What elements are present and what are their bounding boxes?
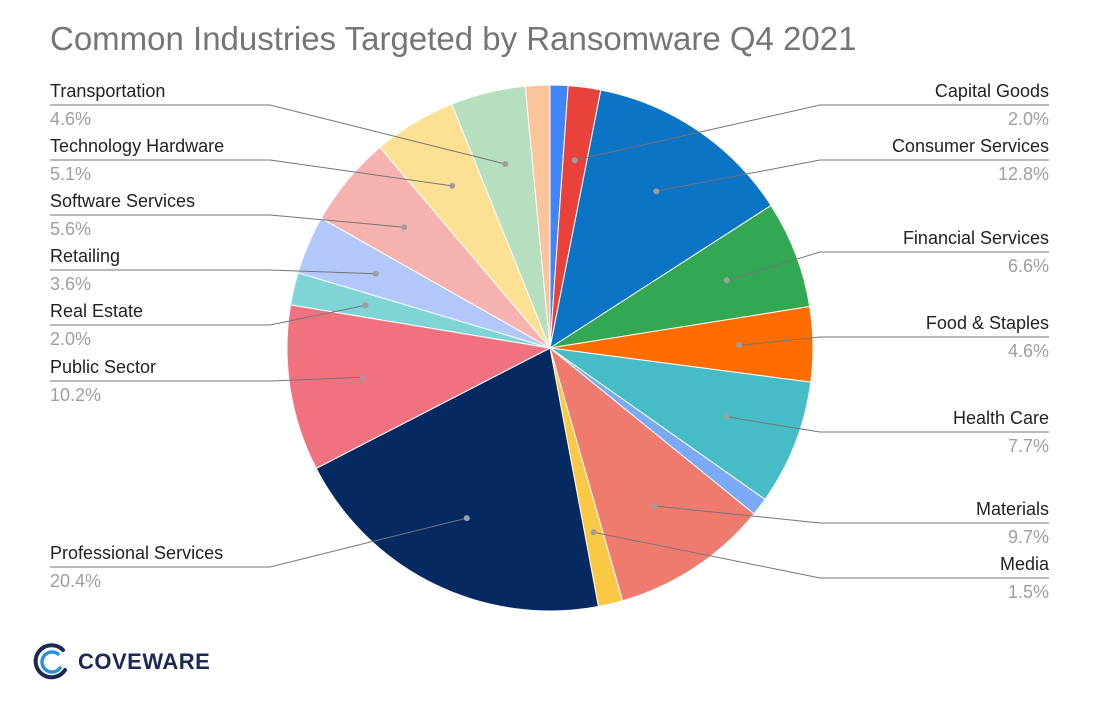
label-real-estate: Real Estate <box>50 301 143 321</box>
leader-dot-transportation <box>502 161 509 167</box>
value-health-care: 7.7% <box>1008 436 1049 456</box>
chart-title: Common Industries Targeted by Ransomware… <box>50 20 857 57</box>
slice-labels: Capital Goods 2.0% Consumer Services 12.8% F… <box>50 81 1050 602</box>
coveware-logo: COVEWARE <box>32 642 210 682</box>
value-transportation: 4.6% <box>50 109 91 129</box>
leader-line-media <box>593 531 1049 579</box>
value-software-services: 5.6% <box>50 219 91 239</box>
label-consumer-services: Consumer Services <box>892 136 1049 156</box>
leader-dot-software-services <box>401 224 408 231</box>
value-professional-services: 20.4% <box>50 571 101 591</box>
leader-line-capital-goods <box>574 104 1049 161</box>
pie-slice-consumer-services <box>549 89 772 350</box>
pie-slice-financial-services <box>549 204 811 349</box>
leader-dot-health-care <box>723 413 730 420</box>
label-materials: Materials <box>976 499 1049 519</box>
pie-slice-public-sector <box>286 304 552 470</box>
label-health-care: Health Care <box>953 408 1049 428</box>
label-transportation: Transportation <box>50 81 165 101</box>
label-professional-services: Professional Services <box>50 543 223 563</box>
pie-slice-professional-services <box>315 347 600 612</box>
pie-slices <box>286 84 814 612</box>
value-consumer-services: 12.8% <box>998 164 1049 184</box>
leader-dot-food-and-staples <box>736 342 743 349</box>
leader-line-consumer-services <box>656 159 1049 192</box>
value-public-sector: 10.2% <box>50 385 101 405</box>
leader-dot-professional-services <box>463 515 470 522</box>
leader-dot-materials <box>651 503 658 509</box>
label-software-services: Software Services <box>50 191 195 211</box>
value-technology-hardware: 5.1% <box>50 164 91 184</box>
leader-line-public-sector <box>50 376 363 382</box>
pie-slice-health-care <box>549 347 812 501</box>
leader-line-financial-services <box>726 251 1049 281</box>
leader-line-health-care <box>726 416 1049 433</box>
leader-lines <box>50 104 1049 579</box>
value-media: 1.5% <box>1008 582 1049 602</box>
value-retailing: 3.6% <box>50 274 91 294</box>
label-financial-services: Financial Services <box>903 228 1049 248</box>
label-capital-goods: Capital Goods <box>935 81 1049 101</box>
value-real-estate: 2.0% <box>50 329 91 349</box>
leader-line-retailing <box>50 269 376 275</box>
label-retailing: Retailing <box>50 246 120 266</box>
leader-line-technology-hardware <box>50 159 453 187</box>
leader-dot-technology-hardware <box>449 182 456 189</box>
leader-line-food-and-staples <box>739 336 1049 346</box>
leader-dot-capital-goods <box>571 157 578 164</box>
leader-dot-financial-services <box>723 277 730 284</box>
pie-slice-materials <box>549 346 755 602</box>
leader-line-transportation <box>50 104 506 165</box>
leader-line-professional-services <box>50 517 467 568</box>
label-food-and-staples: Food & Staples <box>926 313 1049 333</box>
leader-dot-public-sector <box>359 374 366 381</box>
leader-dot-consumer-services <box>653 188 660 195</box>
value-materials: 9.7% <box>1008 527 1049 547</box>
leader-line-materials <box>654 505 1049 524</box>
label-technology-hardware: Technology Hardware <box>50 136 224 156</box>
leader-line-real-estate <box>50 304 366 326</box>
leader-dot-retailing <box>372 270 379 277</box>
value-financial-services: 6.6% <box>1008 256 1049 276</box>
label-public-sector: Public Sector <box>50 357 156 377</box>
value-food-and-staples: 4.6% <box>1008 341 1049 361</box>
leader-dot-media <box>590 529 597 536</box>
label-media: Media <box>1000 554 1050 574</box>
leader-line-software-services <box>50 214 405 228</box>
value-capital-goods: 2.0% <box>1008 109 1049 129</box>
coveware-logo-text: COVEWARE <box>78 649 211 674</box>
leader-dot-real-estate <box>362 302 369 309</box>
coveware-logo-icon <box>33 643 67 680</box>
pie-slice-unlabeled-16 <box>524 84 551 349</box>
